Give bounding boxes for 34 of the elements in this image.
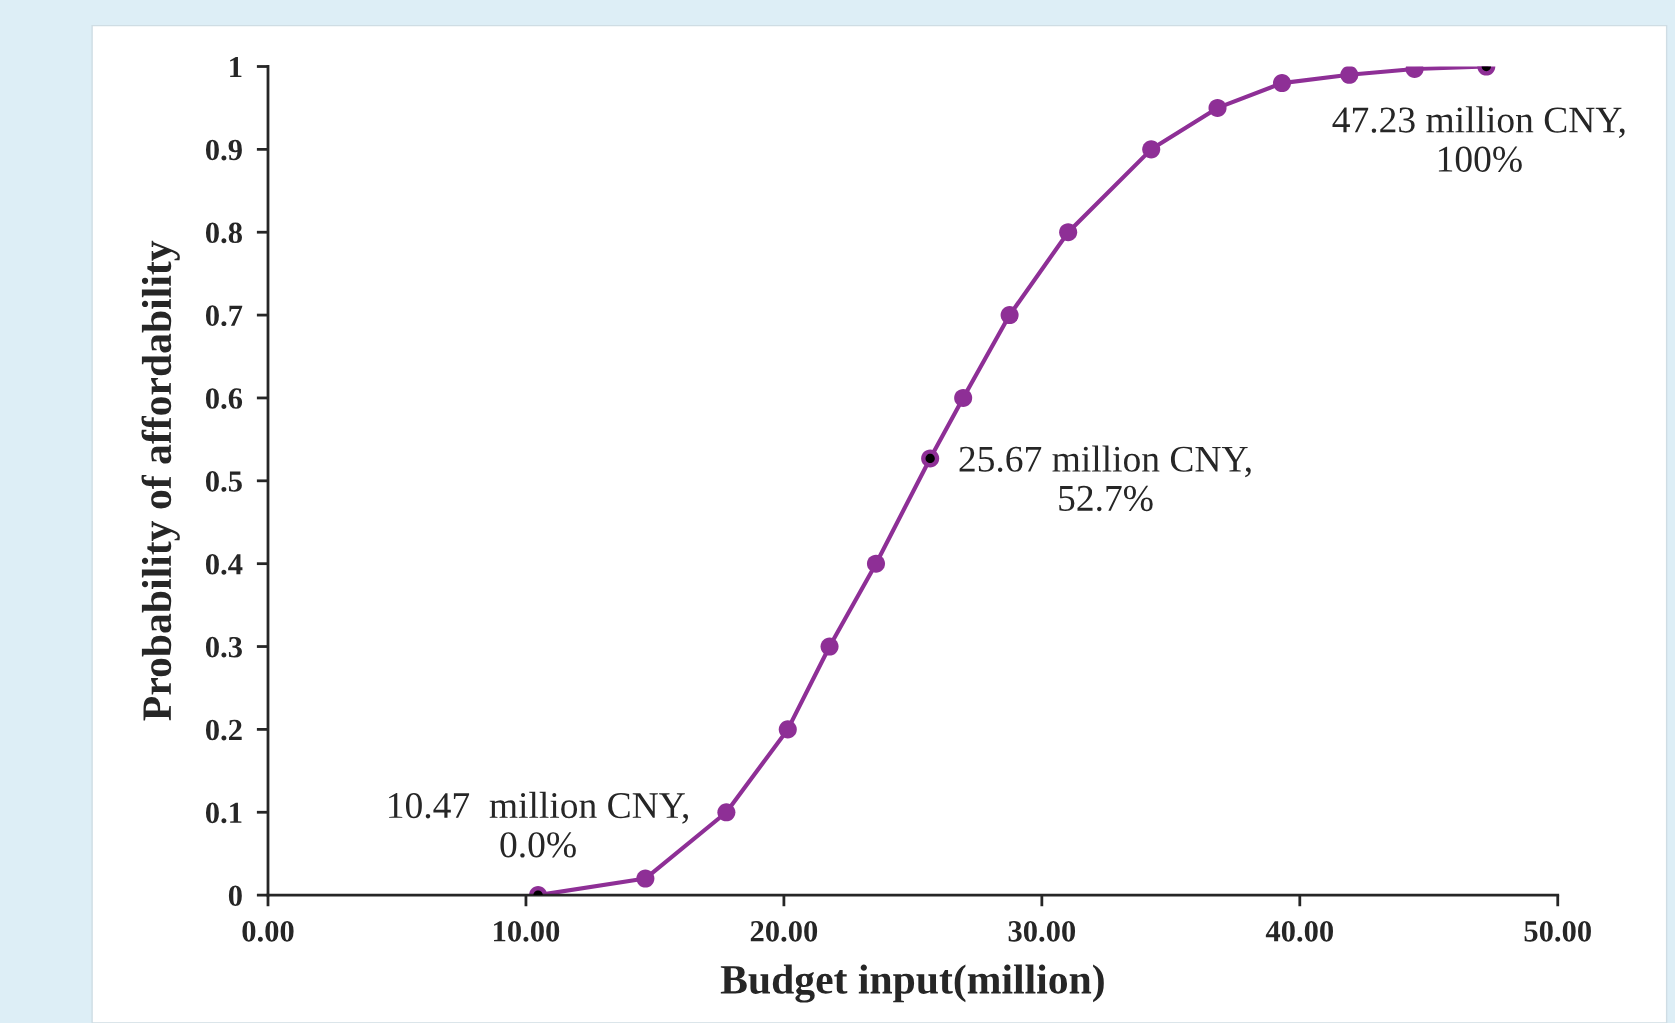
y-tick-label: 0.4 bbox=[205, 553, 243, 575]
point bbox=[1000, 306, 1019, 325]
point bbox=[1059, 223, 1078, 242]
x-tick-label: 20.00 bbox=[750, 921, 818, 942]
x-tick-label: 0.00 bbox=[242, 921, 294, 942]
y-tick-label: 0 bbox=[228, 885, 242, 907]
point bbox=[954, 388, 973, 407]
y-tick-label: 0.2 bbox=[205, 719, 242, 741]
y-tick-label: 0.3 bbox=[205, 636, 242, 658]
point bbox=[1208, 98, 1227, 117]
x-tick-label: 30.00 bbox=[1008, 921, 1076, 942]
y-tick-label: 0.7 bbox=[205, 305, 243, 327]
point bbox=[1272, 74, 1292, 93]
y-tick-label: 0.8 bbox=[205, 222, 242, 244]
point bbox=[820, 637, 839, 656]
y-tick-label: 0.9 bbox=[205, 139, 242, 161]
point bbox=[866, 554, 886, 573]
point bbox=[717, 803, 736, 822]
x-tick-label: 50.00 bbox=[1524, 921, 1591, 942]
annotation: 47.23 million CNY, 100% bbox=[1332, 106, 1625, 172]
y-tick-label: 1 bbox=[230, 56, 242, 78]
point bbox=[1142, 140, 1161, 159]
annotation: 10.47 million CNY, 0.0% bbox=[389, 791, 688, 858]
point bbox=[636, 869, 655, 888]
point bbox=[778, 720, 797, 739]
y-axis-title: Probability of affordability bbox=[141, 240, 180, 721]
x-tick-label: 10.00 bbox=[494, 921, 560, 942]
x-axis-title: Budget input(million) bbox=[720, 964, 1104, 1003]
point bbox=[1340, 66, 1359, 84]
x-tick-label: 40.00 bbox=[1265, 921, 1334, 942]
y-tick-label: 0.6 bbox=[205, 388, 243, 409]
annotation: 25.67 million CNY, 52.7% bbox=[959, 445, 1251, 512]
y-tick-label: 0.1 bbox=[205, 802, 242, 824]
y-tick-label: 0.5 bbox=[205, 471, 242, 492]
